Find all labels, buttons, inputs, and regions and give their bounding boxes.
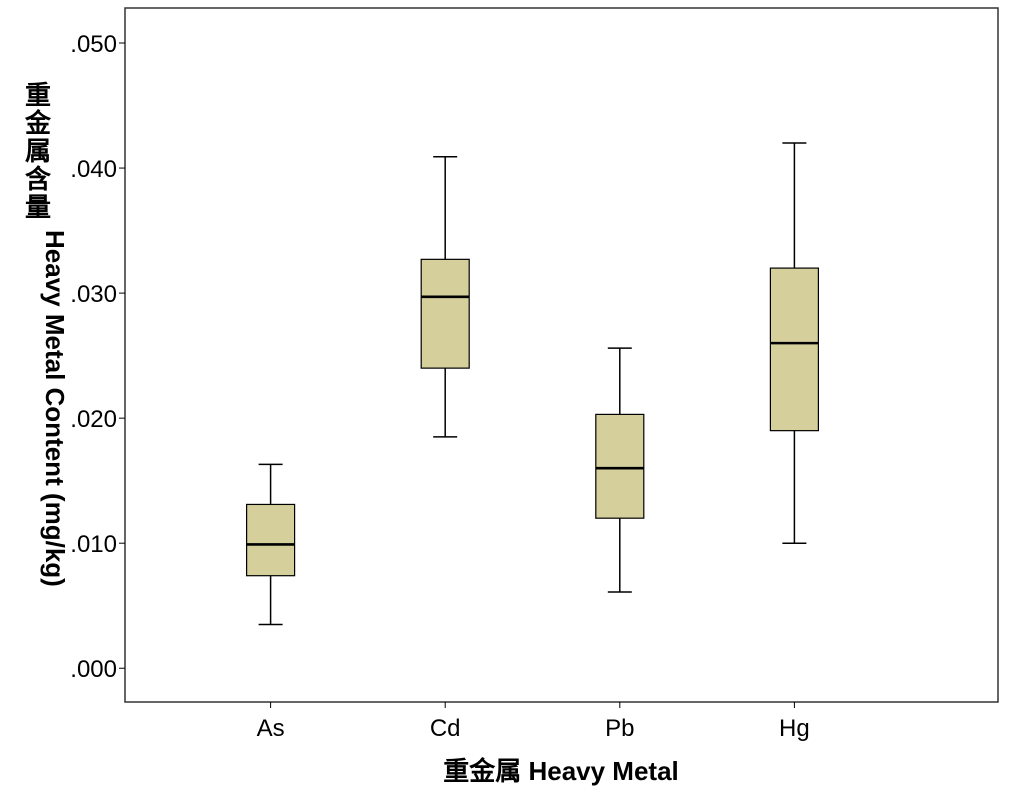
y-axis-title: 重金属含量 Heavy Metal Content (mg/kg) xyxy=(24,80,70,587)
iqr-box xyxy=(595,413,645,519)
boxes-group xyxy=(246,142,820,626)
y-axis-title-cjk-char: 属 xyxy=(25,136,51,166)
x-tick-label: Cd xyxy=(430,715,461,742)
y-axis-title-cjk-char: 含 xyxy=(25,164,52,194)
x-axis-ticks: As Cd Pb Hg xyxy=(257,702,810,742)
y-tick-label: .040 xyxy=(70,156,117,183)
y-tick-label: .010 xyxy=(70,531,117,558)
y-axis-ticks: .000 .010 .020 .030 .040 .050 xyxy=(70,31,125,683)
y-axis-title-cjk: 重金属含量 xyxy=(24,80,52,222)
y-tick-label: .000 xyxy=(70,656,117,683)
iqr-box xyxy=(420,258,470,369)
plot-frame xyxy=(124,7,999,703)
y-axis-title-text: Heavy Metal Content (mg/kg) xyxy=(40,230,70,587)
x-tick-label: Pb xyxy=(605,715,634,742)
y-tick-label: .050 xyxy=(70,31,117,58)
box-as xyxy=(246,463,296,626)
x-tick-label: As xyxy=(257,715,285,742)
box-hg xyxy=(769,142,820,544)
box-cd xyxy=(420,156,470,438)
iqr-box xyxy=(246,503,296,577)
y-axis-title-cjk-char: 量 xyxy=(25,192,51,222)
box-pb xyxy=(595,347,645,593)
x-axis-title: 重金属 Heavy Metal xyxy=(443,756,679,786)
x-tick-label: Hg xyxy=(779,715,810,742)
y-axis-title-cjk-char: 重 xyxy=(25,80,51,110)
iqr-box xyxy=(769,267,820,432)
y-axis-title-cjk-char: 金 xyxy=(24,108,52,138)
y-tick-label: .030 xyxy=(70,281,117,308)
y-tick-label: .020 xyxy=(70,406,117,433)
